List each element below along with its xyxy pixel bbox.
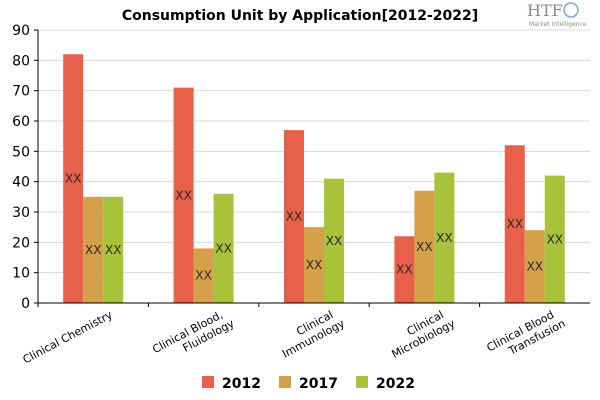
bar-2017 (524, 230, 545, 303)
gridlines (38, 29, 590, 274)
bar-2012 (394, 236, 415, 303)
logo-subtext: Market Intelligence (529, 21, 587, 28)
x-axis-categories: Clinical Chemistry Clinical Blood,Fluidol… (21, 303, 568, 367)
data-label: XX (326, 234, 342, 248)
bar-2022 (213, 193, 234, 303)
bars (63, 54, 565, 304)
bar-2017 (414, 190, 435, 303)
data-label: XX (105, 243, 121, 257)
x-category-label: ClinicalMicrobiology (384, 305, 458, 361)
y-tick-label: 70 (12, 84, 30, 100)
x-category-label: Clinical BloodTransfusion (485, 305, 568, 366)
x-category-label: Clinical Blood,Fluidology (150, 305, 237, 367)
data-label: XX (85, 243, 101, 257)
y-axis-ticks: 0 10 20 30 40 50 60 70 80 90 (12, 23, 38, 312)
data-label: XX (195, 269, 211, 283)
bar-2017 (193, 248, 214, 303)
legend-swatch-2022 (356, 376, 368, 388)
y-tick-label: 30 (12, 205, 30, 221)
bar-2022 (434, 172, 455, 303)
data-label: XX (507, 217, 523, 231)
data-label: XX (306, 258, 322, 272)
y-tick-label: 10 (12, 266, 30, 282)
htf-logo: HTF Market Intelligence (527, 1, 587, 28)
y-tick-label: 90 (12, 23, 30, 39)
legend: 2012 2017 2022 (202, 376, 415, 392)
data-labels: XX XX XX XX XX XX XX XX XX XX XX XX XX XX XX (65, 172, 563, 283)
bar-2012 (284, 130, 304, 303)
data-label: XX (547, 232, 563, 246)
y-tick-label: 40 (12, 175, 30, 191)
data-label: XX (175, 188, 191, 202)
bar-2017 (83, 196, 104, 303)
bar-2012 (63, 54, 84, 304)
data-label: XX (416, 240, 432, 254)
bar-2012 (173, 87, 194, 303)
x-category-label: Clinical Chemistry (21, 308, 115, 366)
legend-swatch-2012 (202, 376, 214, 388)
bar-2012 (504, 145, 525, 303)
bar-2022 (324, 178, 344, 303)
legend-swatch-2017 (279, 376, 291, 388)
bar-2022 (103, 196, 124, 303)
globe-icon (563, 2, 579, 18)
x-category-label: ClinicalImmunology (274, 305, 347, 360)
y-tick-label: 80 (12, 53, 30, 69)
y-tick-label: 60 (12, 114, 30, 130)
logo-text: HTF (527, 1, 563, 20)
data-label: XX (436, 231, 452, 245)
y-tick-label: 0 (21, 296, 30, 312)
bar-2017 (304, 227, 324, 303)
legend-label-2017: 2017 (299, 376, 338, 392)
legend-label-2012: 2012 (222, 376, 261, 392)
data-label: XX (286, 210, 302, 224)
y-tick-label: 20 (12, 235, 30, 251)
data-label: XX (527, 260, 543, 274)
bar-2022 (544, 175, 565, 303)
data-label: XX (396, 263, 412, 277)
legend-label-2022: 2022 (376, 376, 415, 392)
y-tick-label: 50 (12, 144, 30, 160)
data-label: XX (215, 241, 231, 255)
data-label: XX (65, 172, 81, 186)
chart-title: Consumption Unit by Application[2012-202… (122, 8, 478, 24)
